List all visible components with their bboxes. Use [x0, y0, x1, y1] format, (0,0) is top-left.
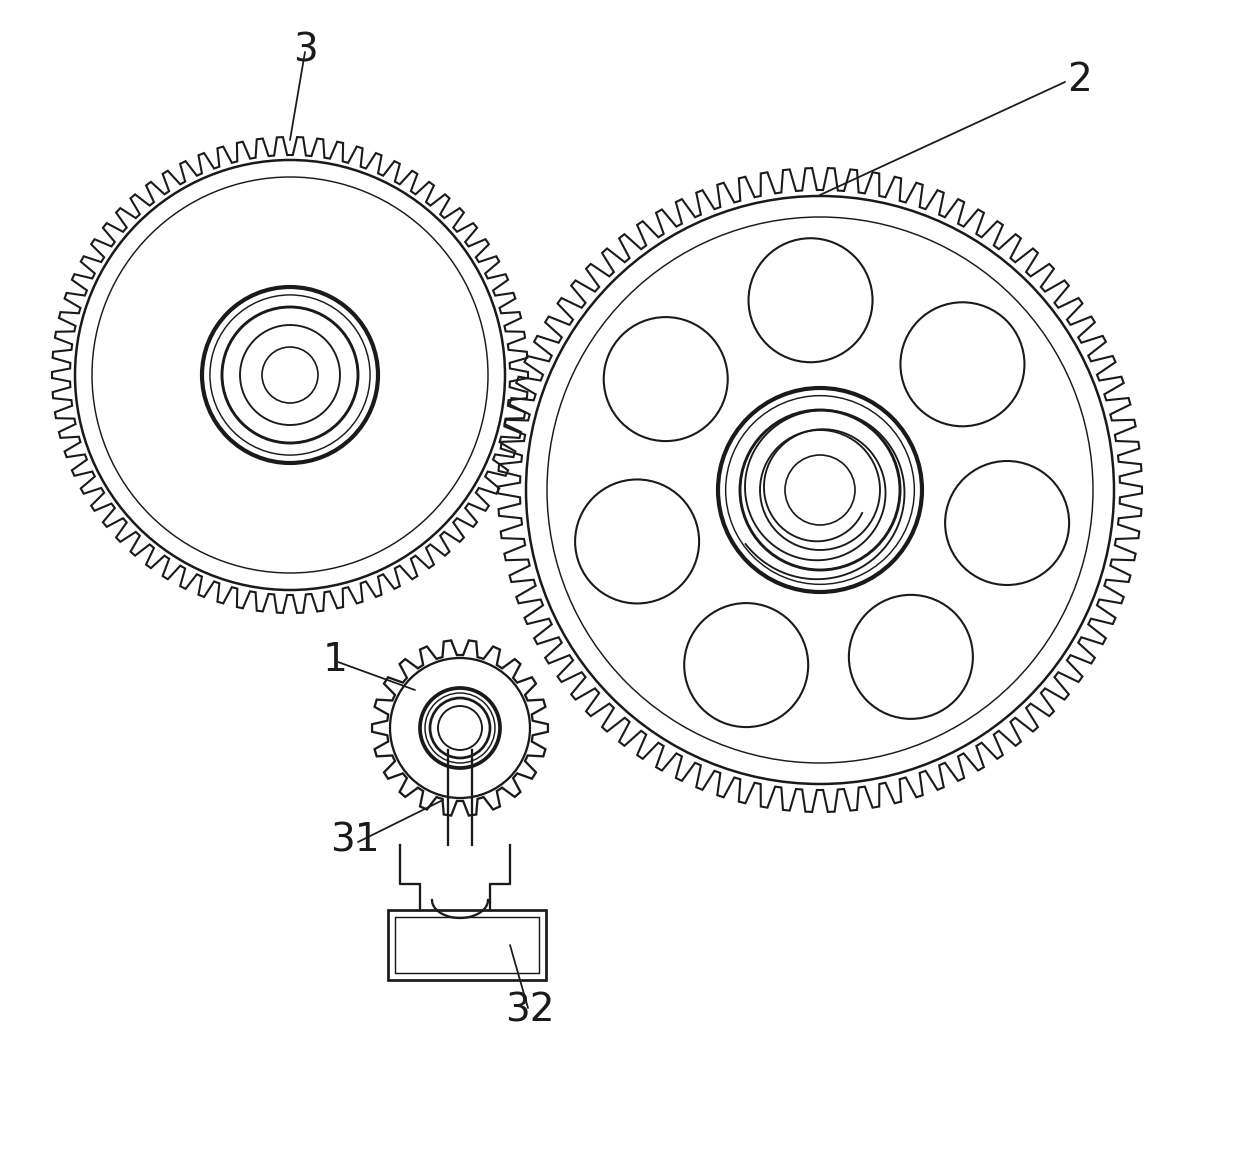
Text: 32: 32	[505, 991, 554, 1030]
Text: 2: 2	[1068, 61, 1092, 99]
Text: 3: 3	[293, 31, 317, 69]
Text: 1: 1	[322, 641, 347, 679]
Bar	[396, 916, 539, 972]
Bar	[388, 909, 546, 979]
Text: 31: 31	[330, 821, 379, 859]
